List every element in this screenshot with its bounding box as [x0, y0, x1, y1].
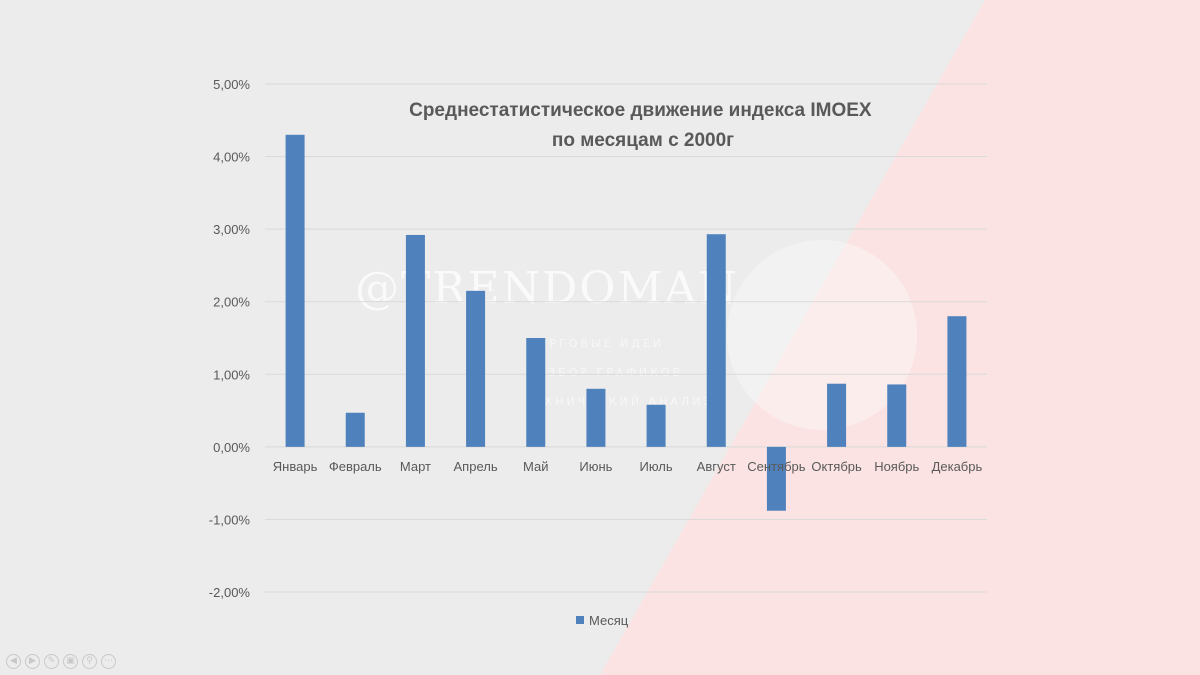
next-icon[interactable]: ▶	[25, 654, 40, 669]
y-tick-label: -1,00%	[209, 512, 251, 527]
x-tick-label: Февраль	[329, 459, 382, 474]
zoom-icon[interactable]: ⚲	[82, 654, 97, 669]
x-tick-label: Октябрь	[811, 459, 862, 474]
y-tick-label: 1,00%	[213, 367, 250, 382]
y-tick-label: -2,00%	[209, 585, 251, 600]
y-tick-label: 4,00%	[213, 150, 250, 165]
pen-icon[interactable]: ✎	[44, 654, 59, 669]
bar	[526, 338, 546, 447]
watermark-line-3: ТЕХНИЧЕСКИЙ АНАЛИЗ	[524, 395, 714, 408]
chart-title-line-1: Среднестатистическое движение индекса IM…	[409, 100, 872, 121]
bar	[947, 316, 967, 447]
y-tick-label: 3,00%	[213, 222, 250, 237]
bars	[285, 134, 967, 511]
y-tick-label: 5,00%	[213, 77, 250, 92]
more-icon[interactable]: ⋯	[101, 654, 116, 669]
slideshow-controls: ◀ ▶ ✎ ▣ ⚲ ⋯	[6, 654, 116, 669]
slides-icon[interactable]: ▣	[63, 654, 78, 669]
bar	[887, 384, 907, 447]
x-tick-label: Декабрь	[932, 459, 983, 474]
x-tick-label: Январь	[273, 459, 318, 474]
legend: Месяц	[576, 613, 629, 628]
watermark-globe-icon	[727, 240, 917, 430]
watermark-line-2: РАЗБОР ГРАФИКОВ	[528, 366, 683, 379]
x-tick-label: Август	[697, 459, 736, 474]
legend-label: Месяц	[589, 613, 629, 628]
x-axis: Январь Февраль Март Апрель Май Июнь Июль Август…	[273, 459, 983, 474]
bar	[766, 446, 786, 511]
legend-swatch	[576, 616, 584, 624]
bar	[345, 412, 365, 447]
bar	[405, 234, 425, 447]
y-tick-label: 2,00%	[213, 295, 250, 310]
x-tick-label: Ноябрь	[874, 459, 919, 474]
x-tick-label: Май	[523, 459, 548, 474]
bar	[466, 290, 486, 447]
y-tick-label: 0,00%	[213, 440, 250, 455]
bar	[586, 388, 606, 447]
bar	[285, 134, 305, 447]
bar	[706, 234, 726, 447]
chart-title-line-2: по месяцам с 2000г	[552, 130, 734, 151]
x-tick-label: Март	[400, 459, 431, 474]
y-axis: 5,00% 4,00% 3,00% 2,00% 1,00% 0,00% -1,00% -2,0…	[209, 77, 251, 600]
x-tick-label: Апрель	[454, 459, 498, 474]
bar	[827, 383, 847, 447]
x-tick-label: Июнь	[579, 459, 612, 474]
chart-title: Среднестатистическое движение индекса IM…	[409, 100, 877, 151]
x-tick-label: Сентябрь	[747, 459, 805, 474]
gridlines	[265, 83, 987, 593]
bar	[646, 404, 666, 447]
watermark-line-1: ТОРГОВЫЕ ИДЕИ	[527, 337, 664, 350]
x-tick-label: Июль	[639, 459, 672, 474]
prev-icon[interactable]: ◀	[6, 654, 21, 669]
